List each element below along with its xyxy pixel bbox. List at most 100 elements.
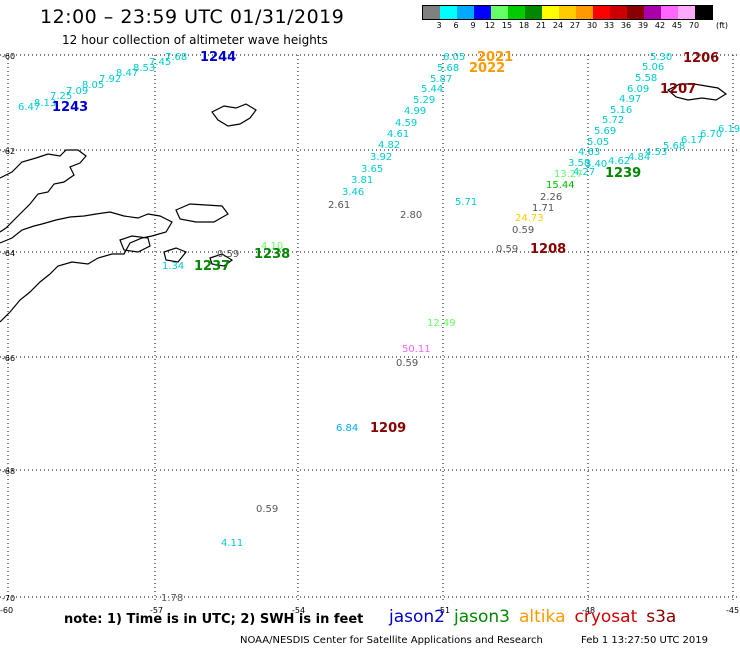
legend-swatch	[542, 6, 559, 19]
legend-swatch	[610, 6, 627, 19]
wave-height-value: 5.06	[642, 62, 664, 73]
legend-label: 42	[654, 21, 666, 30]
wave-height-value: 0.59	[512, 225, 534, 236]
wave-height-value: 8.53	[133, 63, 155, 74]
legend-swatch	[440, 6, 457, 19]
wave-height-value: 1.34	[162, 261, 184, 272]
track-id-label: 1206	[683, 51, 719, 66]
satellite-legend: jason2 jason3 altika cryosat s3a	[389, 607, 685, 627]
wave-height-value: 3.81	[351, 175, 373, 186]
wave-height-value: 8.13	[34, 98, 56, 109]
legend-label: 21	[535, 21, 547, 30]
wave-height-value: 4.11	[221, 538, 243, 549]
wave-height-value: 7.68	[165, 52, 187, 63]
wave-height-value: 50.11	[402, 344, 431, 355]
latitude-label: -70	[2, 594, 15, 603]
track-id-label: 1207	[660, 82, 696, 97]
satellite-s3a: s3a	[646, 607, 677, 627]
wave-height-value: 1.71	[532, 203, 554, 214]
chart-title: 12:00 – 23:59 UTC 01/31/2019	[40, 6, 345, 28]
wave-height-value: 5.29	[413, 95, 435, 106]
wave-height-value: 4.99	[404, 106, 426, 117]
legend-unit: (ft)	[715, 21, 729, 30]
wave-height-value: 3.58	[568, 158, 590, 169]
wave-height-value: 7.45	[149, 57, 171, 68]
legend-label: 12	[484, 21, 496, 30]
wave-height-value: 2.80	[400, 210, 422, 221]
track-id-label: 2022	[469, 61, 505, 76]
track-id-label: 1237	[194, 259, 230, 274]
legend-label: 9	[470, 21, 476, 30]
wave-height-value: 4.63	[578, 147, 600, 158]
legend-label: 45	[671, 21, 683, 30]
latitude-label: -66	[2, 354, 15, 363]
credit-line: NOAA/NESDIS Center for Satellite Applica…	[240, 635, 543, 646]
wave-height-value: 8.47	[116, 68, 138, 79]
wave-height-value: 5.05	[587, 137, 609, 148]
legend-label: 15	[501, 21, 513, 30]
legend-swatch	[491, 6, 508, 19]
island-d	[209, 253, 234, 267]
wave-height-value: 5.87	[430, 74, 452, 85]
wave-height-value: 13.27	[554, 169, 583, 180]
wave-height-value: 5.68	[663, 141, 685, 152]
latitude-label: -60	[2, 52, 15, 61]
generated-timestamp: Feb 1 13:27:50 UTC 2019	[581, 635, 708, 646]
legend-swatch	[661, 6, 678, 19]
wave-height-value: 5.72	[602, 115, 624, 126]
longitude-label: -48	[582, 606, 595, 615]
wave-height-value: 5.69	[594, 126, 616, 137]
elephant-island	[211, 103, 257, 127]
track-id-label: 1208	[530, 242, 566, 257]
wave-height-value: 4.10	[261, 241, 283, 252]
legend-label: 24	[552, 21, 564, 30]
wave-height-value: 0.59	[496, 244, 518, 255]
satellite-jason3: jason3	[454, 607, 510, 627]
wave-height-value: 3.46	[342, 187, 364, 198]
wave-height-value: 6.19	[718, 124, 740, 135]
wave-height-value: 6.09	[627, 84, 649, 95]
legend-swatch	[576, 6, 593, 19]
longitude-label: -57	[150, 606, 163, 615]
wave-height-value: 4.59	[395, 118, 417, 129]
satellite-cryosat: cryosat	[574, 607, 638, 627]
latitude-label: -62	[2, 147, 15, 156]
legend-swatch	[525, 6, 542, 19]
legend-labels: 3 6 9 12 15 18 21 24 27 30 33 36 39 42 45 70 (ft)	[422, 20, 728, 32]
wave-height-value: 7.09	[66, 86, 88, 97]
chart-subtitle: 12 hour collection of altimeter wave hei…	[62, 33, 328, 47]
wave-height-value: 5.58	[635, 73, 657, 84]
wave-height-value: 4.61	[387, 129, 409, 140]
longitude-label: -51	[437, 606, 450, 615]
wave-height-value: 7.92	[99, 74, 121, 85]
longitude-label: -54	[292, 606, 305, 615]
legend-label: 3	[436, 21, 442, 30]
wave-height-value: 8.05	[82, 80, 104, 91]
legend-swatches	[422, 5, 713, 20]
legend-label: 18	[518, 21, 530, 30]
legend-swatch	[678, 6, 695, 19]
legend-label: 33	[603, 21, 615, 30]
legend-swatch	[627, 6, 644, 19]
wave-height-value: 7.25	[50, 91, 72, 102]
coastline	[0, 83, 728, 323]
satellite-altika: altika	[519, 607, 566, 627]
wave-height-value: 6.70	[700, 129, 722, 140]
legend-swatch	[559, 6, 576, 19]
wave-height-value: 1.78	[161, 593, 183, 604]
james-ross-coast	[0, 211, 173, 323]
wave-height-value: 5.68	[437, 63, 459, 74]
latitude-label: -64	[2, 249, 15, 258]
wave-height-value: 3.40	[585, 159, 607, 170]
island-b	[119, 235, 151, 253]
wave-height-value: 15.44	[546, 180, 575, 191]
legend-swatch	[644, 6, 661, 19]
wave-height-value: 3.65	[361, 164, 383, 175]
antarctic-peninsula-coast	[0, 149, 87, 233]
wave-height-value: 0.59	[396, 358, 418, 369]
track-id-label: 2021	[477, 50, 513, 65]
satellite-jason2: jason2	[389, 607, 445, 627]
legend-label: 36	[620, 21, 632, 30]
wave-height-value: 6.05	[443, 52, 465, 63]
wave-height-value: 5.71	[455, 197, 477, 208]
